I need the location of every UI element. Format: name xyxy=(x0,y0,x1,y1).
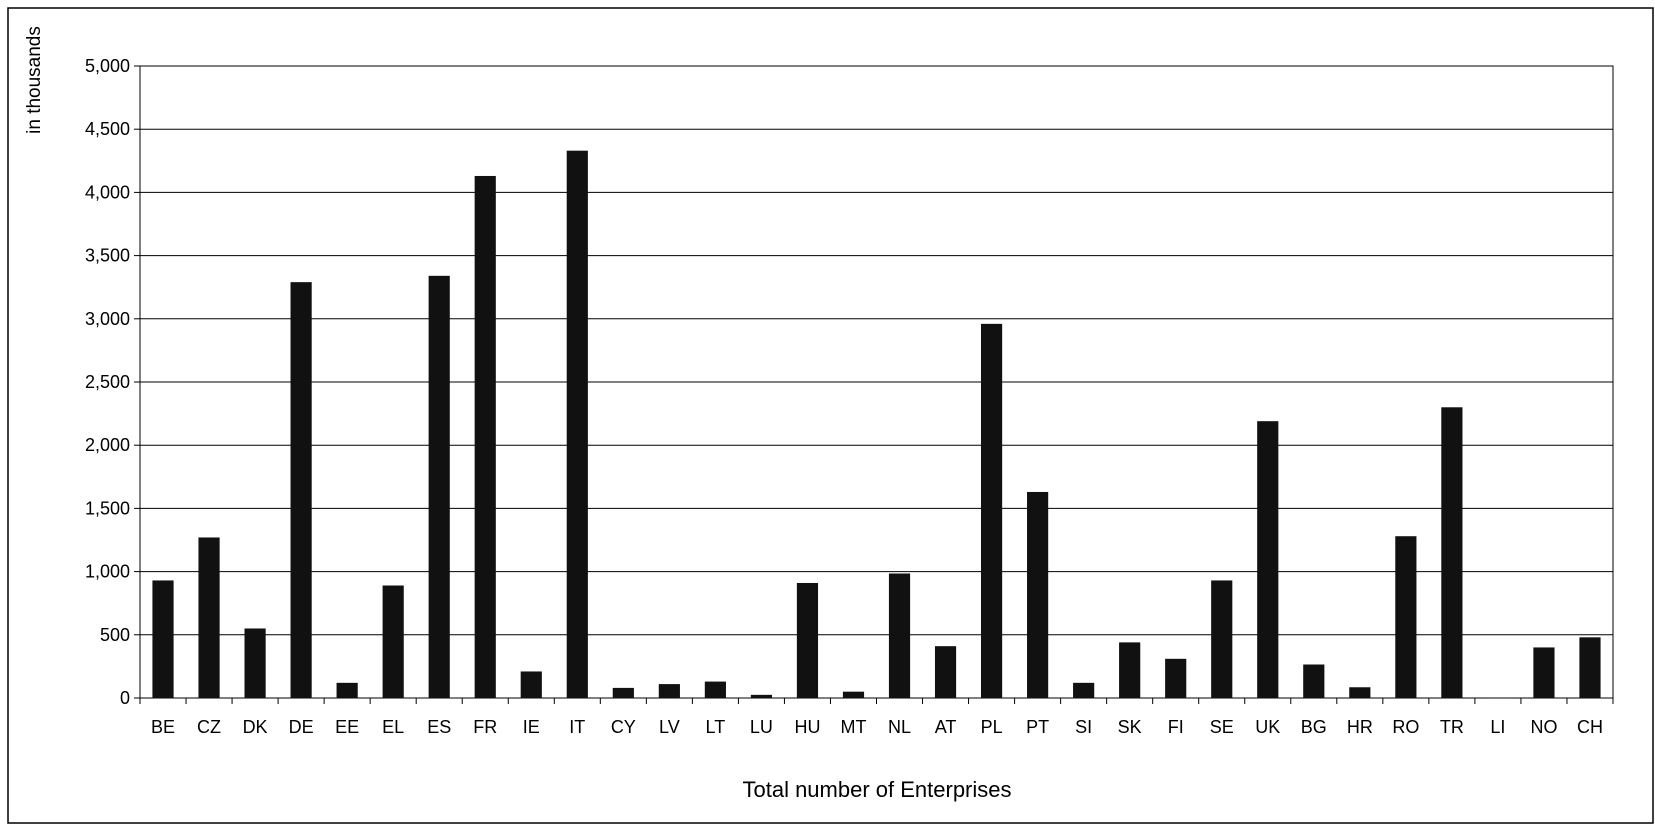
x-tick-label: LI xyxy=(1490,717,1505,737)
x-tick-label: EL xyxy=(382,717,404,737)
x-tick-label: SE xyxy=(1210,717,1234,737)
x-tick-label: HU xyxy=(794,717,820,737)
bar-bg xyxy=(1303,665,1324,698)
x-tick-label: DE xyxy=(289,717,314,737)
bar-be xyxy=(152,580,173,698)
x-tick-label: IE xyxy=(523,717,540,737)
y-tick-label: 2,000 xyxy=(85,435,130,455)
x-tick-label: CZ xyxy=(197,717,221,737)
x-tick-label: RO xyxy=(1392,717,1419,737)
bar-pl xyxy=(981,324,1002,698)
bars xyxy=(152,151,1600,698)
x-tick-label: HR xyxy=(1347,717,1373,737)
bar-sk xyxy=(1119,642,1140,698)
x-tick-label: NO xyxy=(1530,717,1557,737)
x-tick-label: EE xyxy=(335,717,359,737)
y-axis-label: in thousands xyxy=(24,26,45,134)
bar-at xyxy=(935,646,956,698)
y-tick-label: 5,000 xyxy=(85,56,130,76)
x-tick-label: ES xyxy=(427,717,451,737)
bar-lu xyxy=(751,695,772,698)
bar-ie xyxy=(521,671,542,698)
x-tick-label: CH xyxy=(1577,717,1603,737)
bar-uk xyxy=(1257,421,1278,698)
x-axis-label: Total number of Enterprises xyxy=(742,777,1011,802)
bar-se xyxy=(1211,580,1232,698)
bar-de xyxy=(291,282,312,698)
y-tick-label: 2,500 xyxy=(85,372,130,392)
x-tick-label: LT xyxy=(706,717,726,737)
x-tick-label: BE xyxy=(151,717,175,737)
y-tick-label: 3,500 xyxy=(85,246,130,266)
bar-tr xyxy=(1441,407,1462,698)
y-tick-label: 4,000 xyxy=(85,182,130,202)
bar-ee xyxy=(337,683,358,698)
y-tick-label: 500 xyxy=(100,625,130,645)
gridlines xyxy=(140,66,1613,698)
bar-es xyxy=(429,276,450,698)
x-tick-label: AT xyxy=(935,717,957,737)
x-tick-label: SK xyxy=(1118,717,1142,737)
bar-hr xyxy=(1349,687,1370,698)
bar-cy xyxy=(613,688,634,698)
x-tick-label: CY xyxy=(611,717,636,737)
bar-lt xyxy=(705,682,726,698)
x-tick-label: DK xyxy=(243,717,268,737)
y-tick-label: 1,000 xyxy=(85,562,130,582)
x-tick-label: IT xyxy=(569,717,585,737)
bar-hu xyxy=(797,583,818,698)
x-tick-label: UK xyxy=(1255,717,1280,737)
bar-mt xyxy=(843,692,864,698)
bar-ro xyxy=(1395,536,1416,698)
x-tick-label: MT xyxy=(840,717,866,737)
bar-si xyxy=(1073,683,1094,698)
bar-dk xyxy=(244,628,265,698)
y-tick-label: 0 xyxy=(120,688,130,708)
y-tick-label: 4,500 xyxy=(85,119,130,139)
x-tick-label: TR xyxy=(1440,717,1464,737)
bar-el xyxy=(383,586,404,698)
x-tick-label: LU xyxy=(750,717,773,737)
x-tick-label: FI xyxy=(1168,717,1184,737)
x-tick-label: PL xyxy=(981,717,1003,737)
x-tick-label: NL xyxy=(888,717,911,737)
x-tick-label: BG xyxy=(1301,717,1327,737)
x-axis-ticks: BE CZ DK DE EE EL ES FR IE IT CY LV LT LU HU MT NL AT PL PT… xyxy=(140,698,1613,737)
bar-lv xyxy=(659,684,680,698)
y-tick-label: 1,500 xyxy=(85,498,130,518)
y-tick-label: 3,000 xyxy=(85,309,130,329)
x-tick-label: LV xyxy=(659,717,680,737)
bar-pt xyxy=(1027,492,1048,698)
bar-it xyxy=(567,151,588,698)
bar-nl xyxy=(889,573,910,698)
x-tick-label: PT xyxy=(1026,717,1049,737)
bar-no xyxy=(1533,647,1554,698)
y-axis-ticks: 0 500 1,000 1,500 2,000 2,500 3,000 3,500 4,000 4… xyxy=(85,56,140,708)
x-tick-label: SI xyxy=(1075,717,1092,737)
bar-fr xyxy=(475,176,496,698)
bar-fi xyxy=(1165,659,1186,698)
bar-cz xyxy=(198,537,219,698)
x-tick-label: FR xyxy=(473,717,497,737)
bar-ch xyxy=(1579,637,1600,698)
